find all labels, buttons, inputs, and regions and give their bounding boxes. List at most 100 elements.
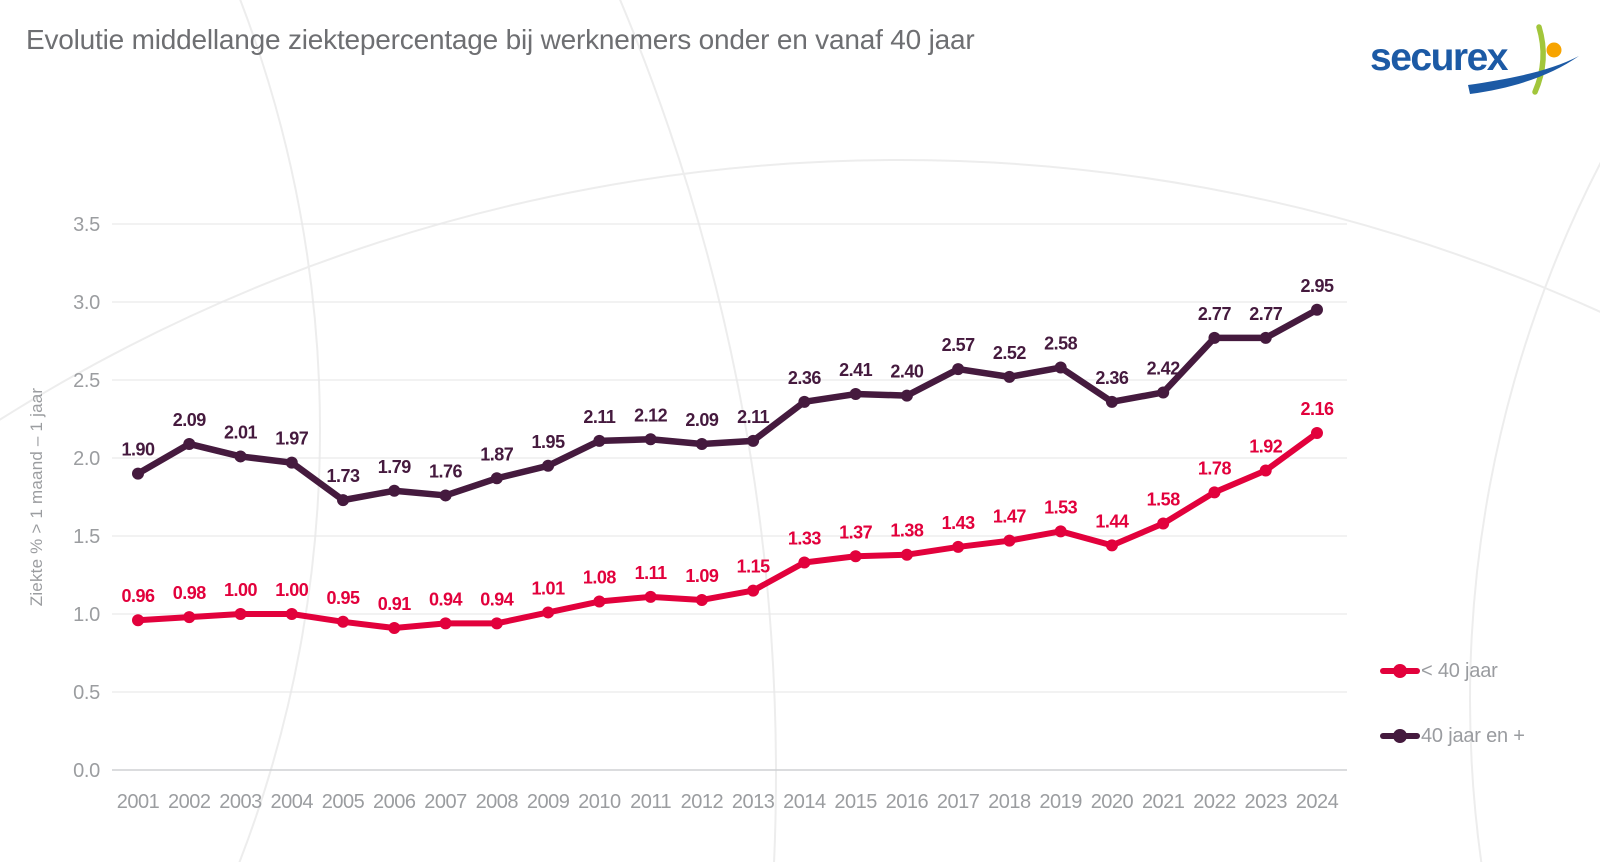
value-label: 1.87 [480,444,514,464]
value-label: 1.01 [532,578,566,598]
x-tick-label: 2010 [578,791,621,813]
y-tick-label: 3.0 [73,292,100,314]
x-tick-label: 2016 [886,791,929,813]
x-tick-label: 2004 [271,791,314,813]
series-40-plus-line [134,306,1321,504]
legend-marker-40-plus-icon [1380,729,1420,743]
series-under-40-point [132,614,144,627]
value-label: 1.92 [1249,436,1283,456]
series-under-40-point [1105,539,1118,552]
series-under-40-point [542,606,555,619]
x-axis-tick-labels: 2001 2002 2003 2004 2005 2006 2007 2008 2009 2010… [117,791,1339,813]
value-label: 2.57 [942,335,976,355]
value-label: 1.38 [890,521,924,541]
series-under-40-point [1054,525,1067,538]
value-label: 1.00 [275,580,309,600]
series-40-plus-point [952,363,965,376]
x-tick-label: 2014 [783,791,826,813]
value-label: 2.58 [1044,334,1078,354]
value-label: 1.00 [224,580,258,600]
series-under-40-point [234,608,247,620]
series-under-40-point [593,595,606,608]
value-label: 1.11 [635,563,668,583]
series-40-plus-point [1310,303,1323,316]
series-under-40-point [849,550,862,563]
series-under-40-point [183,611,196,624]
series-40-plus-point [234,450,247,463]
value-label: 2.09 [173,410,207,430]
x-tick-label: 2001 [117,791,160,813]
x-tick-label: 2012 [681,791,724,813]
series-40-plus-point [747,434,760,447]
x-tick-label: 2013 [732,791,775,813]
value-label: 0.94 [429,589,463,609]
value-label: 1.53 [1044,497,1078,517]
value-label: 1.15 [737,557,771,577]
value-label: 2.01 [224,422,258,442]
series-40-plus [132,303,1323,507]
series-under-40-point [1259,464,1272,477]
series-40-plus-point [695,437,708,450]
series-under-40-point [644,590,657,603]
series-40-plus-point [1259,331,1272,344]
series-40-plus-value-labels: 1.90 2.09 2.01 1.97 1.73 1.79 1.76 1.87 1.95 2.11… [121,276,1334,486]
value-label: 1.37 [839,522,873,542]
value-label: 2.11 [583,407,616,427]
value-label: 1.73 [327,466,361,486]
value-label: 1.90 [121,440,155,460]
y-axis-tick-labels: 0.0 0.5 1.0 1.5 2.0 2.5 3.0 3.5 [73,214,100,782]
x-tick-label: 2008 [476,791,519,813]
value-label: 2.36 [788,368,822,388]
value-label: 1.95 [532,432,566,452]
series-40-plus-point [542,459,555,472]
series-under-40-point [439,617,452,630]
series-40-plus-point [644,433,657,446]
value-label: 1.08 [583,568,617,588]
series-40-plus-point [1054,361,1067,374]
y-tick-label: 2.0 [73,448,100,470]
value-label: 1.09 [685,566,719,586]
series-under-40-point [388,622,401,635]
series-under-40-point [747,584,760,597]
series-40-plus-point [388,484,401,497]
securex-logo-text: securex [1370,36,1509,79]
value-label: 2.52 [993,343,1027,363]
securex-logo: securex [1370,24,1579,95]
series-under-40-value-labels: 0.96 0.98 1.00 1.00 0.95 0.91 0.94 0.94 1.01 1.08… [121,399,1334,614]
value-label: 1.47 [993,507,1027,527]
value-label: 2.42 [1147,358,1181,378]
securex-dot-icon [1546,42,1562,58]
series-under-40-line [135,430,1320,632]
value-label: 1.33 [788,529,822,549]
securex-swoosh-icon [1468,56,1579,94]
x-tick-label: 2006 [373,791,416,813]
series-under-40-point [337,615,350,628]
series-under-40-point [1208,486,1221,499]
value-label: 1.76 [429,461,463,481]
x-tick-label: 2003 [219,791,262,813]
value-label: 0.96 [121,586,155,606]
y-axis-title: Ziekte % > 1 maand – 1 jaar [27,388,46,607]
series-40-plus-point [849,388,862,401]
value-label: 1.97 [275,429,309,449]
x-tick-label: 2009 [527,791,570,813]
x-tick-label: 2015 [834,791,877,813]
series-under-40-point [798,556,811,569]
series-40-plus-point [132,467,144,480]
value-label: 1.43 [942,513,976,533]
value-label: 1.79 [378,457,412,477]
x-tick-label: 2007 [424,791,467,813]
series-under-40-point [952,540,965,553]
series-under-40-point [695,593,708,606]
securex-figure-icon [1532,24,1546,95]
series-40-plus-point [1105,395,1118,408]
value-label: 0.94 [480,589,514,609]
value-label: 1.78 [1198,458,1232,478]
value-label: 0.98 [173,583,207,603]
series-40-plus-point [183,437,196,450]
value-label: 2.41 [839,360,873,380]
value-label: 2.40 [890,362,924,382]
